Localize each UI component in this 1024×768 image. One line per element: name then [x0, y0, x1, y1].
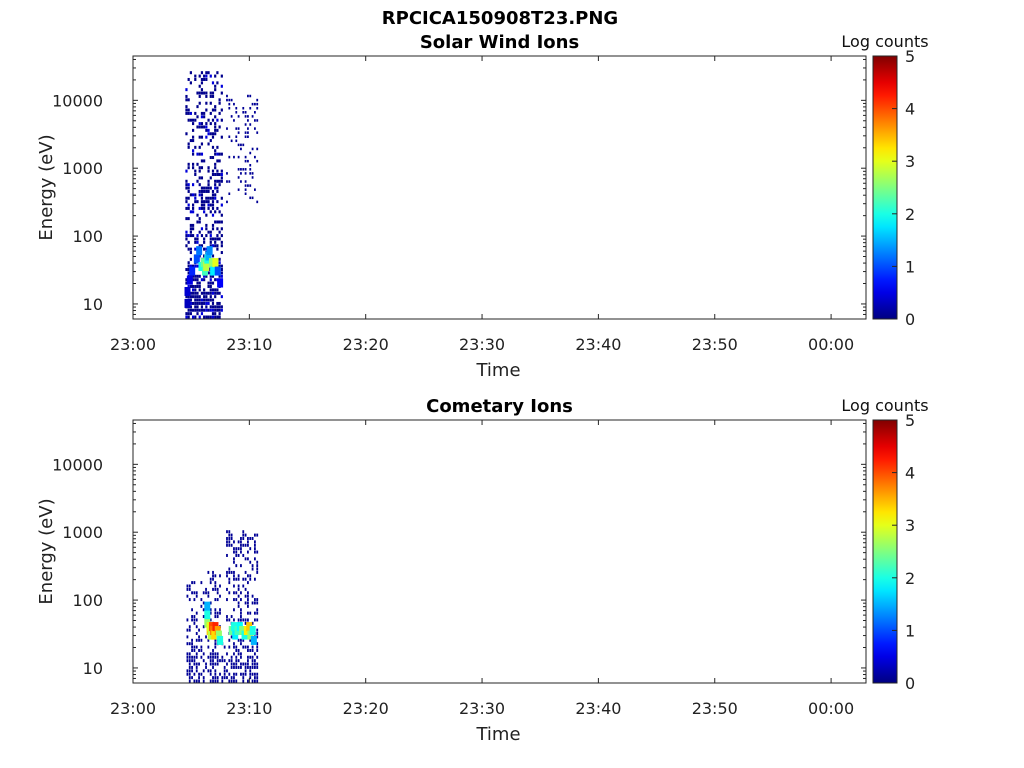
cometary-colorbar-gradient: [872, 419, 898, 684]
solar-wind-cell: [184, 298, 191, 308]
cometary-axes-frame: [132, 419, 867, 684]
cometary-cell: [214, 626, 221, 636]
solar-wind-x-tick-label: 23:40: [575, 335, 621, 354]
cometary-y-tick-label: 10000: [52, 455, 103, 474]
solar-wind-y-tick-label: 100: [72, 227, 103, 246]
cometary-x-tick-label: 23:30: [459, 699, 505, 718]
solar-wind-cell: [201, 266, 208, 276]
solar-wind-colorbar-tick-label: 5: [905, 47, 915, 66]
figure-title: RPCICA150908T23.PNG: [382, 8, 618, 29]
cometary-x-tick-label: 23:50: [692, 699, 738, 718]
solar-wind-panel-title: Solar Wind Ions: [420, 32, 579, 53]
cometary-cell: [232, 630, 239, 640]
solar-wind-x-tick-label: 00:00: [808, 335, 854, 354]
solar-wind-cell: [186, 275, 193, 285]
cometary-data-cells: [204, 601, 257, 645]
solar-wind-data-cells: [184, 246, 224, 308]
solar-wind-cell: [210, 266, 217, 276]
cometary-y-tick-label: 10: [83, 659, 103, 678]
solar-wind-x-tick-label: 23:00: [110, 335, 156, 354]
solar-wind-cell: [206, 246, 213, 256]
solar-wind-cell: [208, 258, 215, 268]
solar-wind-x-axis-label: Time: [475, 360, 520, 381]
solar-wind-cell: [214, 266, 221, 276]
solar-wind-cell: [196, 246, 203, 256]
solar-wind-colorbar-tick-label: 1: [905, 257, 915, 276]
cometary-x-axis-label: Time: [475, 724, 520, 745]
cometary-cell: [239, 626, 246, 636]
cometary-cell: [231, 622, 238, 632]
cometary-colorbar-tick-label: 1: [905, 621, 915, 640]
cometary-x-tick-label: 00:00: [808, 699, 854, 718]
cometary-colorbar-tick-label: 2: [905, 569, 915, 588]
cometary-cell: [215, 630, 222, 640]
cometary-x-tick-label: 23:00: [110, 699, 156, 718]
cometary-panel-title: Cometary Ions: [426, 396, 573, 417]
cometary-cell: [204, 610, 211, 620]
cometary-y-tick-label: 1000: [62, 523, 103, 542]
cometary-cell: [241, 630, 248, 640]
cometary-cell: [217, 635, 224, 645]
solar-wind-cell: [212, 258, 219, 268]
solar-wind-colorbar-tick-label: 0: [905, 310, 915, 329]
cometary-colorbar-tick-label: 4: [905, 464, 915, 483]
panel-solar-wind-ions: Solar Wind Ions 23:00 23:10 23:20 23:30 23:40…: [36, 32, 929, 381]
cometary-colorbar-tick-label: 3: [905, 516, 915, 535]
solar-wind-cell: [217, 278, 224, 288]
cometary-colorbar-label: Log counts: [841, 396, 928, 415]
solar-wind-colorbar-tick-label: 4: [905, 100, 915, 119]
cometary-cell: [204, 601, 211, 611]
solar-wind-cell: [184, 286, 191, 296]
solar-wind-colorbar-tick-label: 3: [905, 152, 915, 171]
solar-wind-y-tick-label: 10: [83, 295, 103, 314]
cometary-colorbar-tick-label: 5: [905, 411, 915, 430]
solar-wind-cell: [205, 251, 212, 261]
cometary-cell: [249, 626, 256, 636]
cometary-cell: [250, 635, 257, 645]
solar-wind-x-tick-label: 23:20: [343, 335, 389, 354]
solar-wind-colorbar-label: Log counts: [841, 32, 928, 51]
solar-wind-x-tick-label: 23:50: [692, 335, 738, 354]
cometary-cell: [207, 630, 214, 640]
cometary-plot-area: [133, 420, 866, 683]
solar-wind-colorbar-gradient: [872, 55, 898, 320]
cometary-x-tick-label: 23:10: [226, 699, 272, 718]
cometary-cell: [247, 630, 254, 640]
cometary-y-axis-label: Energy (eV): [36, 498, 57, 604]
solar-wind-y-axis-label: Energy (eV): [36, 134, 57, 240]
solar-wind-axes-frame: [132, 55, 867, 320]
cometary-x-tick-label: 23:20: [343, 699, 389, 718]
solar-wind-x-tick-label: 23:30: [459, 335, 505, 354]
cometary-cell: [211, 630, 218, 640]
solar-wind-colorbar-tick-label: 2: [905, 205, 915, 224]
cometary-speckle-counts: [186, 530, 259, 683]
solar-wind-cell: [189, 266, 196, 276]
solar-wind-y-tick-label: 1000: [62, 159, 103, 178]
solar-wind-y-tick-label: 10000: [52, 91, 103, 110]
cometary-cell: [246, 622, 253, 632]
cometary-x-tick-label: 23:40: [575, 699, 621, 718]
solar-wind-cell: [203, 262, 210, 272]
cometary-colorbar-tick-label: 0: [905, 674, 915, 693]
cometary-y-tick-label: 100: [72, 591, 103, 610]
solar-wind-x-tick-label: 23:10: [226, 335, 272, 354]
solar-wind-plot-area: [133, 56, 866, 319]
solar-wind-cell: [193, 254, 200, 264]
